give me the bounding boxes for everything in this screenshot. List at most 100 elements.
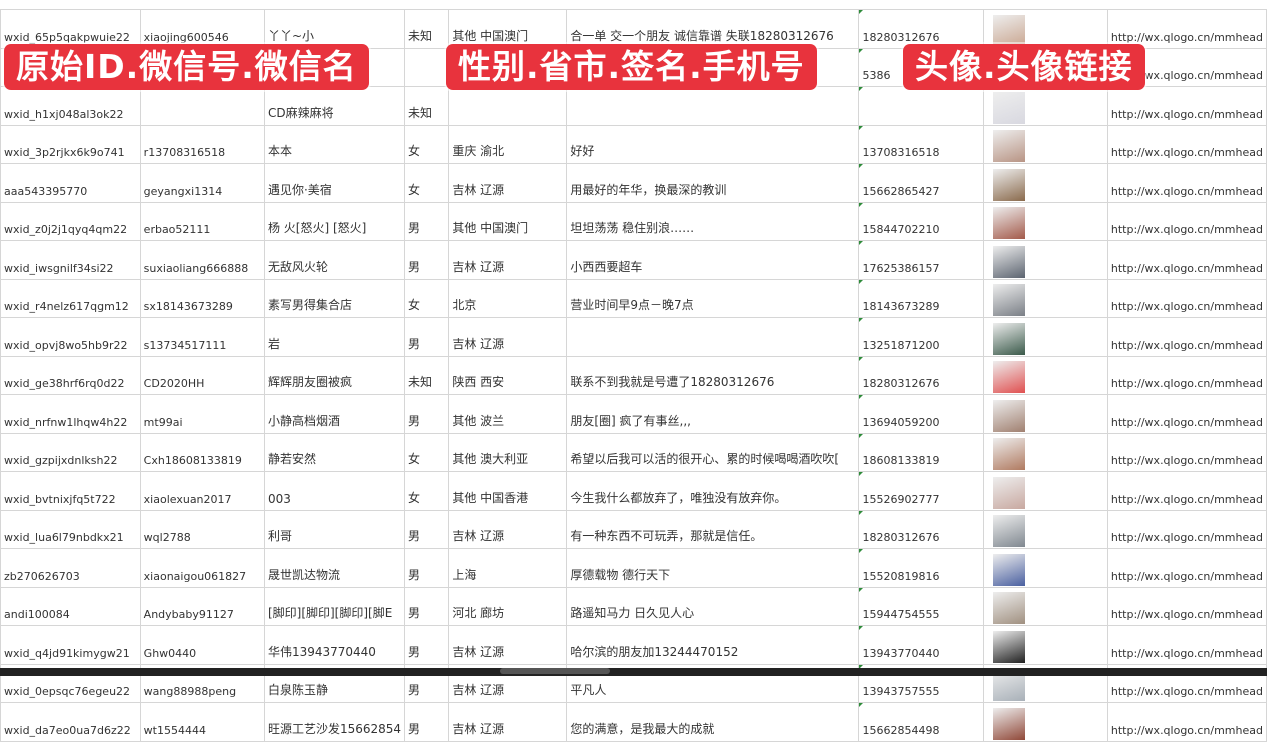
cell-region[interactable]: 其他 澳大利亚: [448, 432, 568, 472]
cell-phone[interactable]: 13708316518: [858, 124, 985, 164]
cell-wechat-id[interactable]: Ghw0440: [139, 625, 265, 665]
cell-region[interactable]: 其他 中国香港: [448, 471, 568, 511]
cell-original-id[interactable]: wxid_3p2rjkx6k9o741: [0, 124, 141, 164]
cell-avatar[interactable]: [983, 586, 1108, 626]
cell-original-id[interactable]: aaa543395770: [0, 163, 141, 203]
cell-avatar-url[interactable]: http://wx.qlogo.cn/mmhead: [1106, 355, 1267, 395]
cell-wechat-name[interactable]: 小静高档烟酒: [263, 394, 406, 434]
cell-signature[interactable]: 坦坦荡荡 稳住别浪……: [566, 201, 860, 241]
cell-wechat-name[interactable]: 辉辉朋友圈被疯: [263, 355, 406, 395]
cell-wechat-name[interactable]: [脚印][脚印][脚印][脚E: [263, 586, 406, 626]
cell-avatar-url[interactable]: http://wx.qlogo.cn/mmhead: [1106, 86, 1267, 126]
cell-avatar-url[interactable]: http://wx.qlogo.cn/mmhead: [1106, 471, 1267, 511]
cell-original-id[interactable]: wxid_h1xj048al3ok22: [0, 86, 141, 126]
cell-avatar[interactable]: [983, 432, 1108, 472]
cell-region[interactable]: 上海: [448, 548, 568, 588]
cell-avatar[interactable]: [983, 702, 1108, 742]
cell-gender[interactable]: 男: [404, 317, 450, 357]
cell-wechat-id[interactable]: xiaojing600546: [139, 9, 265, 49]
cell-avatar[interactable]: [983, 124, 1108, 164]
cell-avatar-url[interactable]: http://wx.qlogo.cn/mmhead: [1106, 432, 1267, 472]
cell-avatar[interactable]: [983, 163, 1108, 203]
cell-original-id[interactable]: wxid_lua6l79nbdkx21: [0, 509, 141, 549]
cell-avatar-url[interactable]: http://wx.qlogo.cn/mmhead: [1106, 9, 1267, 49]
cell-wechat-name[interactable]: 003: [263, 471, 406, 511]
cell-region[interactable]: 重庆 渝北: [448, 124, 568, 164]
cell-wechat-id[interactable]: geyangxi1314: [139, 163, 265, 203]
cell-wechat-name[interactable]: 遇见你·美宿: [263, 163, 406, 203]
cell-region[interactable]: 吉林 辽源: [448, 625, 568, 665]
cell-wechat-name[interactable]: 旺源工艺沙发15662854: [263, 702, 406, 742]
cell-phone[interactable]: 18280312676: [858, 9, 985, 49]
cell-region[interactable]: 其他 中国澳门: [448, 9, 568, 49]
cell-avatar[interactable]: [983, 509, 1108, 549]
cell-original-id[interactable]: wxid_q4jd91kimygw21: [0, 625, 141, 665]
cell-region[interactable]: 陕西 西安: [448, 355, 568, 395]
cell-region[interactable]: [448, 86, 568, 126]
cell-region[interactable]: 吉林 辽源: [448, 702, 568, 742]
cell-phone[interactable]: 13943770440: [858, 625, 985, 665]
cell-gender[interactable]: 女: [404, 124, 450, 164]
cell-wechat-name[interactable]: 利哥: [263, 509, 406, 549]
cell-avatar-url[interactable]: http://wx.qlogo.cn/mmhead: [1106, 702, 1267, 742]
cell-signature[interactable]: [566, 86, 860, 126]
cell-signature[interactable]: 小西西要超车: [566, 240, 860, 280]
cell-wechat-name[interactable]: 无敌风火轮: [263, 240, 406, 280]
cell-phone[interactable]: 15844702210: [858, 201, 985, 241]
cell-phone[interactable]: 15662854498: [858, 702, 985, 742]
cell-signature[interactable]: 希望以后我可以活的很开心、累的时候喝喝酒吹吹[: [566, 432, 860, 472]
cell-region[interactable]: 其他 波兰: [448, 394, 568, 434]
cell-region[interactable]: 吉林 辽源: [448, 163, 568, 203]
cell-gender[interactable]: 男: [404, 702, 450, 742]
cell-original-id[interactable]: wxid_opvj8wo5hb9r22: [0, 317, 141, 357]
cell-wechat-name[interactable]: 华伟13943770440: [263, 625, 406, 665]
cell-phone[interactable]: 18280312676: [858, 509, 985, 549]
cell-original-id[interactable]: wxid_r4nelz617qgm12: [0, 278, 141, 318]
cell-wechat-id[interactable]: Cxh18608133819: [139, 432, 265, 472]
cell-gender[interactable]: 女: [404, 471, 450, 511]
cell-phone[interactable]: [858, 86, 985, 126]
cell-signature[interactable]: 合一单 交一个朋友 诚信靠谱 失联18280312676: [566, 9, 860, 49]
cell-wechat-name[interactable]: 晟世凯达物流: [263, 548, 406, 588]
cell-avatar-url[interactable]: http://wx.qlogo.cn/mmhead: [1106, 394, 1267, 434]
cell-phone[interactable]: 15520819816: [858, 548, 985, 588]
cell-wechat-id[interactable]: wt1554444: [139, 702, 265, 742]
cell-signature[interactable]: [566, 317, 860, 357]
cell-signature[interactable]: 路遥知马力 日久见人心: [566, 586, 860, 626]
cell-original-id[interactable]: andi100084: [0, 586, 141, 626]
cell-avatar[interactable]: [983, 240, 1108, 280]
cell-avatar[interactable]: [983, 355, 1108, 395]
cell-avatar-url[interactable]: http://wx.qlogo.cn/mmhead: [1106, 548, 1267, 588]
cell-original-id[interactable]: wxid_da7eo0ua7d6z22: [0, 702, 141, 742]
cell-wechat-id[interactable]: suxiaoliang666888: [139, 240, 265, 280]
cell-original-id[interactable]: wxid_ge38hrf6rq0d22: [0, 355, 141, 395]
cell-wechat-id[interactable]: [139, 86, 265, 126]
cell-gender[interactable]: [404, 47, 450, 87]
cell-signature[interactable]: 哈尔滨的朋友加13244470152: [566, 625, 860, 665]
cell-signature[interactable]: 联系不到我就是号遭了18280312676: [566, 355, 860, 395]
cell-wechat-id[interactable]: sx18143673289: [139, 278, 265, 318]
cell-avatar-url[interactable]: http://wx.qlogo.cn/mmhead: [1106, 586, 1267, 626]
cell-signature[interactable]: 用最好的年华，换最深的教训: [566, 163, 860, 203]
cell-wechat-id[interactable]: erbao52111: [139, 201, 265, 241]
cell-wechat-id[interactable]: wql2788: [139, 509, 265, 549]
cell-wechat-name[interactable]: 静若安然: [263, 432, 406, 472]
cell-gender[interactable]: 男: [404, 625, 450, 665]
cell-gender[interactable]: 男: [404, 240, 450, 280]
cell-gender[interactable]: 未知: [404, 9, 450, 49]
cell-gender[interactable]: 未知: [404, 355, 450, 395]
cell-original-id[interactable]: wxid_65p5qakpwuie22: [0, 9, 141, 49]
cell-gender[interactable]: 男: [404, 548, 450, 588]
cell-avatar[interactable]: [983, 471, 1108, 511]
cell-wechat-name[interactable]: CD麻辣麻将: [263, 86, 406, 126]
cell-avatar-url[interactable]: http://wx.qlogo.cn/mmhead: [1106, 163, 1267, 203]
cell-wechat-name[interactable]: 丫丫~小: [263, 9, 406, 49]
cell-region[interactable]: 吉林 辽源: [448, 240, 568, 280]
cell-phone[interactable]: 13694059200: [858, 394, 985, 434]
cell-signature[interactable]: 今生我什么都放弃了，唯独没有放弃你。: [566, 471, 860, 511]
cell-gender[interactable]: 女: [404, 278, 450, 318]
cell-gender[interactable]: 男: [404, 394, 450, 434]
cell-wechat-id[interactable]: mt99ai: [139, 394, 265, 434]
cell-avatar[interactable]: [983, 201, 1108, 241]
cell-gender[interactable]: 男: [404, 586, 450, 626]
